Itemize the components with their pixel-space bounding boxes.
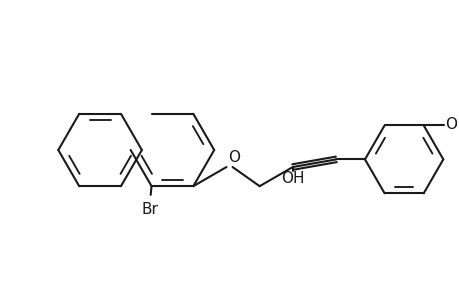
Text: Br: Br bbox=[141, 202, 158, 217]
Text: O: O bbox=[228, 150, 240, 165]
Text: OH: OH bbox=[280, 171, 304, 186]
Text: O: O bbox=[444, 117, 457, 132]
